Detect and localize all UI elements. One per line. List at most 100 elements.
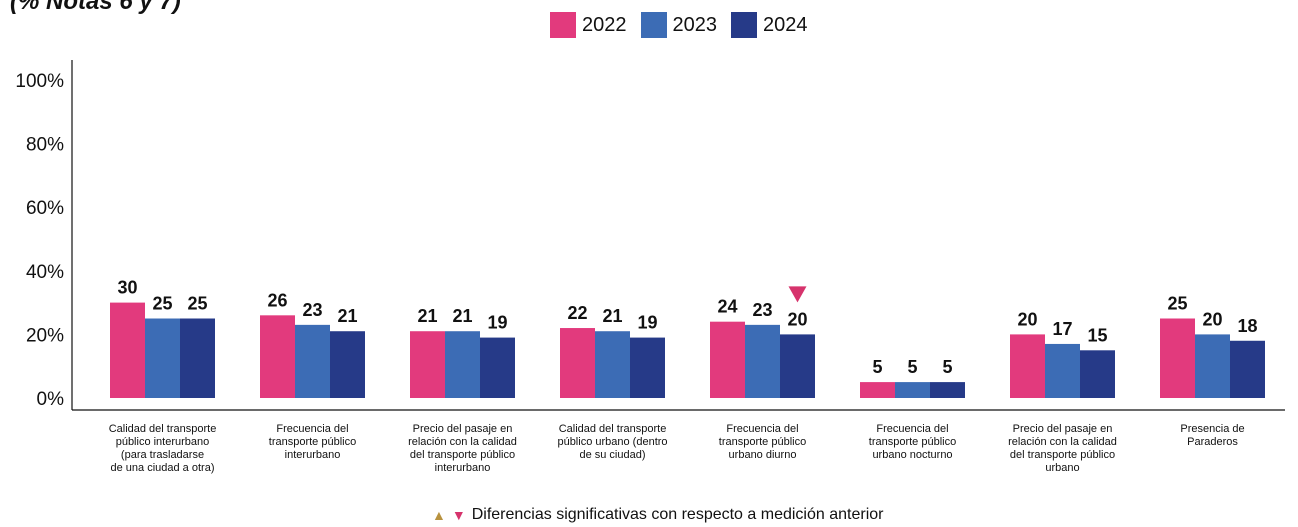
bar-value-label: 17 — [1052, 319, 1072, 339]
category-label-line: interurbano — [284, 449, 341, 461]
legend-item-2023: 2023 — [640, 12, 718, 38]
bar-2022 — [710, 321, 745, 398]
footnote-text: Diferencias significativas con respecto … — [471, 506, 884, 523]
category-label-line: transporte público — [268, 436, 357, 448]
category-label-line: interurbano — [434, 462, 491, 474]
y-tick-label: 20% — [26, 325, 64, 346]
chart-legend: 2022 2023 2024 — [550, 12, 808, 38]
bar-2024 — [930, 382, 965, 398]
bar-value-label: 20 — [1017, 309, 1037, 329]
bar-2023 — [595, 331, 630, 398]
y-tick-label: 80% — [26, 135, 64, 156]
category-label-line: urbano diurno — [728, 449, 797, 461]
bar-value-label: 15 — [1087, 325, 1107, 345]
category-label: Frecuencia del transporte público urbano d… — [688, 423, 838, 462]
legend-item-2022: 2022 — [550, 12, 627, 38]
bar-2023 — [295, 324, 330, 398]
bar-value-label: 5 — [907, 357, 917, 377]
category-label-line: Presencia de — [1180, 423, 1245, 435]
category-label-line: urbano — [1045, 462, 1080, 474]
significance-footnote: ▲ ▼ Diferencias significativas con respe… — [432, 506, 883, 524]
category-label: Frecuencia del transporte público urbano n… — [838, 423, 988, 462]
bar-value-label: 19 — [637, 313, 657, 333]
bar-2022 — [410, 331, 445, 398]
category-label: Calidad del transporte público interurban… — [88, 423, 238, 475]
bar-2024 — [1080, 350, 1115, 398]
bar-value-label: 25 — [152, 294, 172, 314]
triangle-up-icon: ▲ — [432, 507, 446, 523]
y-tick-label: 60% — [26, 198, 64, 219]
bar-value-label: 30 — [117, 278, 137, 298]
bar-2024 — [330, 331, 365, 398]
category-label-line: Frecuencia del — [276, 423, 349, 435]
bar-2022 — [1160, 318, 1195, 398]
bar-value-label: 19 — [487, 313, 507, 333]
category-label-line: relación con la calidad — [408, 436, 517, 448]
legend-swatch — [550, 12, 576, 38]
bar-value-label: 21 — [602, 306, 622, 326]
category-label-line: urbano nocturno — [872, 449, 953, 461]
bar-value-label: 20 — [787, 309, 807, 329]
category-label-line: Calidad del transporte — [108, 423, 217, 435]
bar-2022 — [110, 302, 145, 398]
bar-2022 — [560, 328, 595, 398]
bar-2023 — [895, 382, 930, 398]
bar-2023 — [745, 324, 780, 398]
category-label: Precio del pasaje en relación con la cali… — [988, 423, 1138, 475]
bar-value-label: 21 — [337, 306, 357, 326]
category-label-line: Frecuencia del — [726, 423, 799, 435]
category-label-line: Calidad del transporte — [558, 423, 667, 435]
legend-label: 2023 — [672, 13, 718, 36]
bar-value-label: 25 — [187, 294, 207, 314]
y-tick-label: 40% — [26, 262, 64, 283]
category-label: Precio del pasaje en relación con la cali… — [388, 423, 538, 475]
bar-value-label: 25 — [1167, 294, 1187, 314]
legend-swatch — [731, 12, 757, 38]
category-label-line: Precio del pasaje en — [412, 423, 513, 435]
bar-2024 — [180, 318, 215, 398]
bar-2023 — [145, 318, 180, 398]
category-label-line: de una ciudad a otra) — [110, 462, 215, 474]
category-label-line: relación con la calidad — [1008, 436, 1117, 448]
bar-2022 — [1010, 334, 1045, 398]
bar-2024 — [1230, 340, 1265, 398]
legend-item-2024: 2024 — [731, 12, 808, 38]
significant-decrease-icon — [788, 286, 807, 303]
category-label: Frecuencia del transporte público interurb… — [238, 423, 388, 462]
category-label-line: público interurbano — [115, 436, 210, 448]
category-label-line: del transporte público — [409, 449, 516, 461]
category-label: Calidad del transporte público urbano (de… — [538, 423, 688, 462]
category-label: Presencia de Paraderos — [1138, 423, 1288, 449]
bar-value-label: 23 — [302, 300, 322, 320]
bar-value-label: 18 — [1237, 316, 1257, 336]
bar-2023 — [1045, 343, 1080, 398]
bar-2024 — [780, 334, 815, 398]
category-label-line: (para trasladarse — [120, 449, 205, 461]
bar-value-label: 5 — [942, 357, 952, 377]
bar-2024 — [480, 337, 515, 398]
legend-label: 2022 — [582, 13, 627, 36]
bar-value-label: 21 — [417, 306, 437, 326]
bar-value-label: 22 — [567, 303, 587, 323]
category-label-line: transporte público — [718, 436, 807, 448]
bar-2022 — [260, 315, 295, 398]
legend-label: 2024 — [763, 13, 808, 36]
bar-value-label: 5 — [872, 357, 882, 377]
category-label-line: Paraderos — [1187, 436, 1238, 448]
bar-2023 — [1195, 334, 1230, 398]
bar-2024 — [630, 337, 665, 398]
triangle-down-icon: ▼ — [451, 507, 466, 523]
category-label-line: transporte público — [868, 436, 957, 448]
category-label-line: público urbano (dentro — [557, 436, 668, 448]
category-label-line: Frecuencia del — [876, 423, 949, 435]
category-label-line: del transporte público — [1009, 449, 1116, 461]
bar-value-label: 20 — [1202, 309, 1222, 329]
bar-value-label: 26 — [267, 290, 287, 310]
legend-swatch — [640, 12, 667, 38]
category-label-line: Precio del pasaje en — [1012, 423, 1113, 435]
bar-value-label: 23 — [752, 300, 772, 320]
chart-title: (% Notas 6 y 7) — [10, 0, 181, 15]
y-tick-label: 0% — [37, 389, 65, 410]
y-tick-label: 100% — [15, 71, 64, 92]
